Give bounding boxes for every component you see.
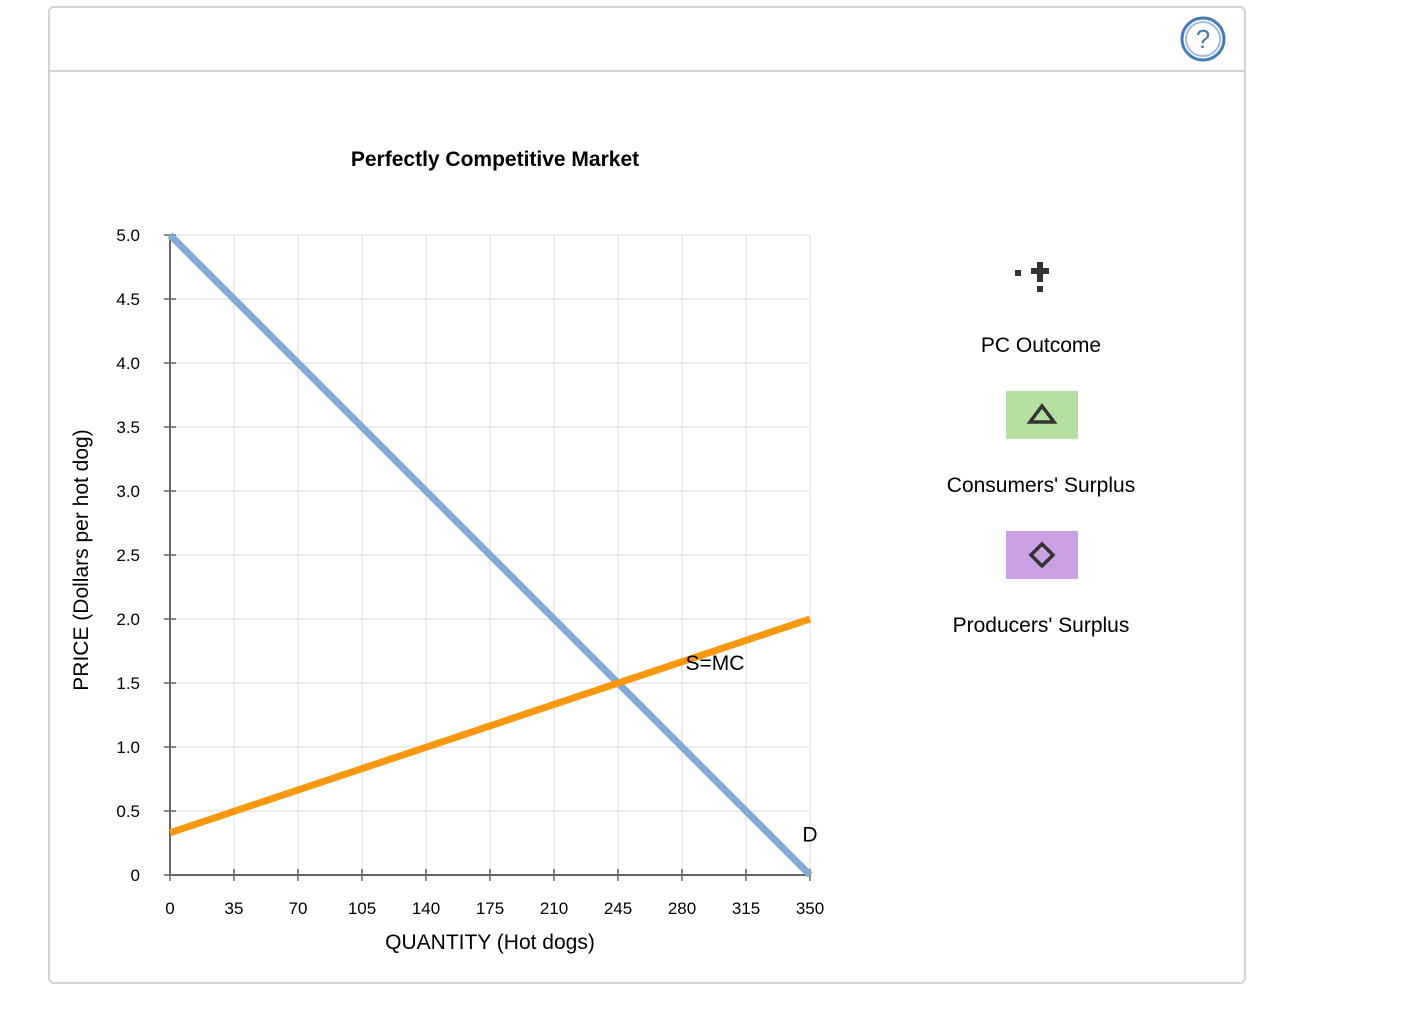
x-tick-label: 0 bbox=[165, 899, 174, 918]
pc-outcome-label: PC Outcome bbox=[980, 334, 1102, 357]
y-tick-label: 5.0 bbox=[116, 226, 140, 245]
y-tick-label: 1.0 bbox=[116, 738, 140, 757]
panel-header-divider bbox=[50, 70, 1244, 72]
x-tick-label: 210 bbox=[540, 899, 568, 918]
x-tick-label: 245 bbox=[604, 899, 632, 918]
y-tick-label: 4.5 bbox=[116, 290, 140, 309]
black-point-cross-icon bbox=[1015, 262, 1049, 292]
consumers-surplus-tool[interactable] bbox=[1006, 391, 1078, 439]
help-inner-ring bbox=[1185, 21, 1221, 57]
producers-surplus-label: Producers' Surplus bbox=[952, 614, 1130, 637]
x-tick-label: 350 bbox=[796, 899, 824, 918]
x-axis-label: QUANTITY (Hot dogs) bbox=[385, 931, 595, 954]
x-tick-label: 70 bbox=[289, 899, 308, 918]
demand-curve[interactable] bbox=[167, 232, 813, 878]
y-tick-label: 0.5 bbox=[116, 802, 140, 821]
y-tick-label: 4.0 bbox=[116, 354, 140, 373]
y-tick-label: 3.5 bbox=[116, 418, 140, 437]
x-tick-label: 140 bbox=[412, 899, 440, 918]
consumers-surplus-label: Consumers' Surplus bbox=[946, 474, 1136, 497]
green-triangle-icon bbox=[1026, 403, 1058, 424]
x-tick-label: 280 bbox=[668, 899, 696, 918]
pc-outcome-tool[interactable] bbox=[1011, 262, 1057, 302]
y-tick-label: 0 bbox=[131, 866, 140, 885]
y-tick-label: 2.5 bbox=[116, 546, 140, 565]
x-tick-label: 315 bbox=[732, 899, 760, 918]
x-tick-label: 35 bbox=[225, 899, 244, 918]
x-tick-label: 105 bbox=[348, 899, 376, 918]
help-label: ? bbox=[1196, 24, 1210, 54]
graph-panel bbox=[48, 6, 1246, 984]
y-tick-label: 3.0 bbox=[116, 482, 140, 501]
supply-curve-label: S=MC bbox=[685, 652, 744, 675]
y-tick-label: 1.5 bbox=[116, 674, 140, 693]
chart-series[interactable] bbox=[167, 232, 813, 878]
chart-labels: D S=MC bbox=[685, 652, 817, 847]
demand-curve-label: D bbox=[802, 824, 817, 847]
producers-surplus-tool[interactable] bbox=[1006, 531, 1078, 579]
chart-axes: 0 35 70 105 140 175 210 245 280 315 350 0 0.5 1.0 1.5 2… bbox=[116, 226, 824, 918]
purple-diamond-icon bbox=[1028, 541, 1056, 569]
help-button[interactable]: ? bbox=[1179, 15, 1227, 63]
y-tick-label: 2.0 bbox=[116, 610, 140, 629]
x-tick-label: 175 bbox=[476, 899, 504, 918]
y-axis-label: PRICE (Dollars per hot dog) bbox=[70, 429, 93, 690]
supply-curve[interactable] bbox=[168, 615, 812, 837]
chart-title: Perfectly Competitive Market bbox=[351, 148, 639, 171]
